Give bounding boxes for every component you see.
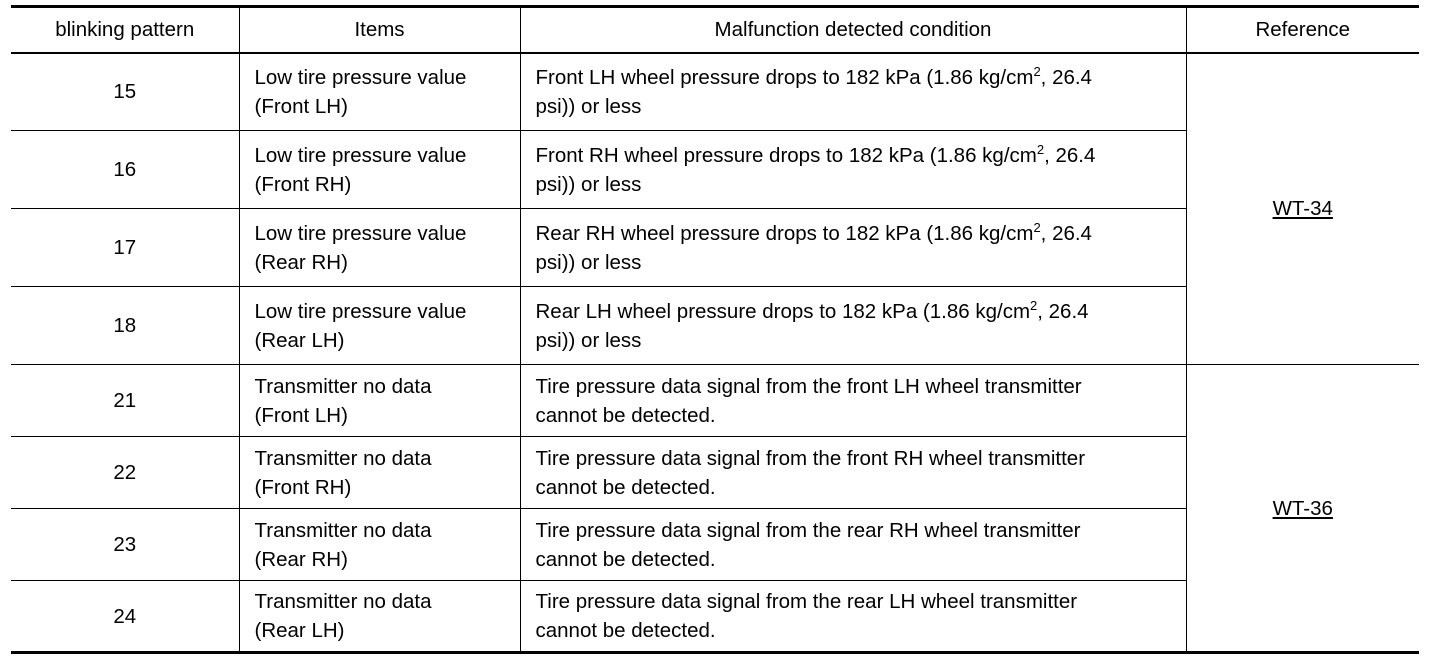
condition-cell: Rear LH wheel pressure drops to 182 kPa … (519, 286, 1186, 365)
superscript: 2 (1030, 297, 1038, 313)
malfunction-table: blinking pattern Items Malfunction detec… (11, 5, 1419, 654)
condition-cell: Tire pressure data signal from the front… (519, 436, 1186, 509)
table-row: 15 Low tire pressure value (Front LH) Fr… (11, 52, 1419, 365)
item-name: Low tire pressure value (254, 143, 467, 167)
blinking-pattern-cell: 23 (11, 508, 239, 581)
header-condition: Malfunction detected condition (519, 5, 1186, 54)
condition-text-tail: , 26.4 (1037, 299, 1089, 323)
header-items: Items (238, 5, 520, 54)
condition-cell: Front LH wheel pressure drops to 182 kPa… (519, 52, 1186, 131)
blinking-pattern-cell: 24 (11, 580, 239, 654)
item-cell: Low tire pressure value (Rear RH) (238, 208, 520, 287)
condition-text-line2: psi)) or less (535, 172, 642, 196)
reference-link-wt-36[interactable]: WT-36 (1272, 496, 1333, 520)
item-name: Transmitter no data (254, 374, 432, 398)
item-position: (Rear RH) (254, 547, 348, 571)
condition-text-line2: cannot be detected. (535, 475, 716, 499)
table-row: 21 Transmitter no data (Front LH) Tire p… (11, 364, 1419, 654)
condition-text-line2: psi)) or less (535, 250, 642, 274)
superscript: 2 (1036, 141, 1045, 157)
condition-cell: Tire pressure data signal from the rear … (519, 508, 1186, 581)
item-cell: Low tire pressure value (Front RH) (238, 130, 520, 209)
item-cell: Transmitter no data (Front RH) (238, 436, 520, 509)
condition-cell: Tire pressure data signal from the front… (519, 364, 1186, 437)
blinking-pattern-cell: 22 (11, 436, 239, 509)
condition-text-line2: psi)) or less (535, 94, 642, 118)
condition-text-line2: cannot be detected. (535, 547, 716, 571)
header-blinking-pattern: blinking pattern (11, 5, 239, 54)
item-name: Transmitter no data (254, 446, 432, 470)
item-cell: Transmitter no data (Front LH) (238, 364, 520, 437)
item-cell: Low tire pressure value (Rear LH) (238, 286, 520, 365)
condition-text-tail: , 26.4 (1040, 221, 1092, 245)
item-position: (Front LH) (254, 94, 348, 118)
item-name: Low tire pressure value (254, 221, 467, 245)
item-position: (Front RH) (254, 475, 352, 499)
item-position: (Rear LH) (254, 619, 345, 642)
item-position: (Front LH) (254, 403, 348, 427)
reference-cell: WT-36 (1185, 364, 1419, 654)
blinking-pattern-cell: 21 (11, 364, 239, 437)
item-name: Transmitter no data (254, 590, 432, 613)
item-cell: Transmitter no data (Rear LH) (238, 580, 520, 654)
blinking-pattern-cell: 15 (11, 52, 239, 131)
condition-text: Tire pressure data signal from the rear … (535, 518, 1081, 542)
condition-text: Tire pressure data signal from the front… (535, 374, 1082, 398)
table-row: 16 Low tire pressure value (Front RH) Fr… (11, 130, 1419, 209)
blinking-pattern-cell: 17 (11, 208, 239, 287)
condition-text: Rear RH wheel pressure drops to 182 kPa … (535, 221, 1034, 245)
condition-text-line2: cannot be detected. (535, 619, 716, 642)
condition-text: Rear LH wheel pressure drops to 182 kPa … (535, 299, 1031, 323)
table-row: 18 Low tire pressure value (Rear LH) Rea… (11, 286, 1419, 365)
table-header-row: blinking pattern Items Malfunction detec… (11, 5, 1419, 54)
table-row: 23 Transmitter no data (Rear RH) Tire pr… (11, 508, 1419, 581)
table-row: 17 Low tire pressure value (Rear RH) Rea… (11, 208, 1419, 287)
blinking-pattern-cell: 16 (11, 130, 239, 209)
condition-text-line2: psi)) or less (535, 328, 642, 352)
condition-text-tail: , 26.4 (1044, 143, 1096, 167)
condition-text-line2: cannot be detected. (535, 403, 716, 427)
blinking-pattern-cell: 18 (11, 286, 239, 365)
item-position: (Rear RH) (254, 250, 348, 274)
table-row: 24 Transmitter no data (Rear LH) Tire pr… (11, 580, 1419, 654)
item-name: Transmitter no data (254, 518, 432, 542)
item-position: (Rear LH) (254, 328, 345, 352)
reference-link-wt-34[interactable]: WT-34 (1272, 197, 1333, 221)
item-cell: Transmitter no data (Rear RH) (238, 508, 520, 581)
item-cell: Low tire pressure value (Front LH) (238, 52, 520, 131)
item-name: Low tire pressure value (254, 65, 467, 89)
condition-text: Tire pressure data signal from the front… (535, 446, 1086, 470)
condition-cell: Tire pressure data signal from the rear … (519, 580, 1186, 654)
item-name: Low tire pressure value (254, 299, 467, 323)
table-row: 22 Transmitter no data (Front RH) Tire p… (11, 436, 1419, 509)
item-position: (Front RH) (254, 172, 352, 196)
condition-cell: Front RH wheel pressure drops to 182 kPa… (519, 130, 1186, 209)
condition-text: Front RH wheel pressure drops to 182 kPa… (535, 143, 1037, 167)
header-reference: Reference (1185, 5, 1419, 54)
condition-text-tail: , 26.4 (1040, 65, 1092, 89)
superscript: 2 (1033, 219, 1041, 235)
condition-text: Front LH wheel pressure drops to 182 kPa… (535, 65, 1034, 89)
condition-text: Tire pressure data signal from the rear … (535, 590, 1078, 613)
reference-cell: WT-34 (1185, 52, 1419, 365)
superscript: 2 (1033, 63, 1041, 79)
condition-cell: Rear RH wheel pressure drops to 182 kPa … (519, 208, 1186, 287)
